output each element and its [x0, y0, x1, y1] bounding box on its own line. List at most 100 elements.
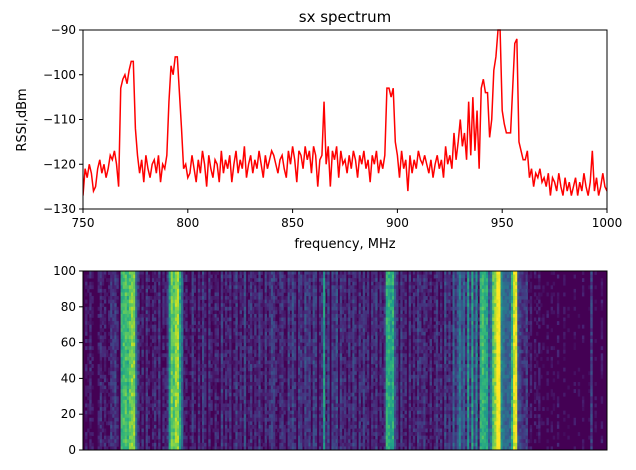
- heatmap-cell: [367, 282, 369, 286]
- heatmap-cell: [177, 321, 179, 325]
- heatmap-cell: [430, 314, 432, 318]
- heatmap-cell: [221, 368, 223, 372]
- heatmap-cell: [311, 278, 313, 282]
- heatmap-cell: [156, 307, 158, 311]
- x-axis-label: frequency, MHz: [294, 237, 395, 252]
- heatmap-cell: [557, 303, 559, 307]
- heatmap-cell: [258, 318, 260, 322]
- heatmap-cell: [311, 353, 313, 357]
- heatmap-cell: [386, 335, 388, 339]
- heatmap-cell: [388, 364, 390, 368]
- heatmap-cell: [313, 275, 315, 279]
- heatmap-cell: [498, 285, 500, 289]
- heatmap-cell: [275, 368, 277, 372]
- heatmap-cell: [294, 278, 296, 282]
- heatmap-cell: [340, 285, 342, 289]
- heatmap-cell: [292, 292, 294, 296]
- heatmap-cell: [135, 278, 137, 282]
- heatmap-cell: [331, 282, 333, 286]
- heatmap-cell: [204, 364, 206, 368]
- heatmap-cell: [252, 285, 254, 289]
- heatmap-cell: [490, 318, 492, 322]
- heatmap-cell: [204, 350, 206, 354]
- heatmap-cell: [233, 300, 235, 304]
- heatmap-cell: [361, 285, 363, 289]
- heatmap-cell: [475, 343, 477, 347]
- heatmap-cell: [279, 318, 281, 322]
- heatmap-cell: [409, 343, 411, 347]
- heatmap-cell: [546, 346, 548, 350]
- heatmap-cell: [308, 307, 310, 311]
- heatmap-cell: [523, 289, 525, 293]
- heatmap-cell: [517, 275, 519, 279]
- heatmap-cell: [252, 282, 254, 286]
- heatmap-cell: [135, 335, 137, 339]
- heatmap-cell: [315, 289, 317, 293]
- heatmap-cell: [400, 271, 402, 275]
- heatmap-cell: [425, 357, 427, 361]
- heatmap-cell: [246, 328, 248, 332]
- heatmap-cell: [173, 339, 175, 343]
- heatmap-cell: [212, 278, 214, 282]
- heatmap-cell: [444, 307, 446, 311]
- heatmap-cell: [432, 335, 434, 339]
- heatmap-cell: [498, 321, 500, 325]
- heatmap-cell: [304, 343, 306, 347]
- heatmap-cell: [488, 310, 490, 314]
- heatmap-cell: [225, 275, 227, 279]
- heatmap-cell: [396, 328, 398, 332]
- heatmap-cell: [192, 289, 194, 293]
- heatmap-cell: [455, 285, 457, 289]
- heatmap-cell: [459, 292, 461, 296]
- heatmap-cell: [275, 285, 277, 289]
- heatmap-cell: [417, 321, 419, 325]
- heatmap-cell: [146, 292, 148, 296]
- heatmap-cell: [484, 350, 486, 354]
- heatmap-cell: [488, 289, 490, 293]
- heatmap-cell: [459, 310, 461, 314]
- heatmap-cell: [442, 310, 444, 314]
- heatmap-cell: [258, 339, 260, 343]
- heatmap-cell: [292, 346, 294, 350]
- heatmap-cell: [417, 339, 419, 343]
- heatmap-cell: [311, 271, 313, 275]
- heatmap-cell: [112, 321, 114, 325]
- heatmap-cell: [551, 296, 553, 300]
- heatmap-cell: [85, 332, 87, 336]
- heatmap-cell: [288, 332, 290, 336]
- heatmap-cell: [448, 278, 450, 282]
- heatmap-cell: [538, 292, 540, 296]
- heatmap-cell: [173, 271, 175, 275]
- heatmap-cell: [553, 271, 555, 275]
- heatmap-cell: [240, 339, 242, 343]
- heatmap-cell: [444, 282, 446, 286]
- heatmap-cell: [574, 275, 576, 279]
- heatmap-cell: [279, 300, 281, 304]
- heatmap-cell: [480, 328, 482, 332]
- heatmap-cell: [108, 314, 110, 318]
- heatmap-cell: [192, 310, 194, 314]
- heatmap-cell: [321, 328, 323, 332]
- heatmap-cell: [526, 275, 528, 279]
- heatmap-cell: [517, 289, 519, 293]
- heatmap-cell: [473, 350, 475, 354]
- heatmap-cell: [246, 364, 248, 368]
- heatmap-cell: [396, 343, 398, 347]
- heatmap-cell: [116, 275, 118, 279]
- heatmap-cell: [227, 361, 229, 365]
- heatmap-cell: [486, 357, 488, 361]
- heatmap-cell: [513, 325, 515, 329]
- heatmap-cell: [463, 300, 465, 304]
- heatmap-cell: [108, 353, 110, 357]
- heatmap-cell: [402, 339, 404, 343]
- heatmap-cell: [202, 335, 204, 339]
- heatmap-cell: [430, 278, 432, 282]
- heatmap-cell: [137, 353, 139, 357]
- heatmap-cell: [371, 364, 373, 368]
- heatmap-cell: [229, 364, 231, 368]
- heatmap-cell: [133, 285, 135, 289]
- heatmap-cell: [185, 318, 187, 322]
- heatmap-cell: [344, 328, 346, 332]
- heatmap-cell: [323, 296, 325, 300]
- heatmap-cell: [164, 310, 166, 314]
